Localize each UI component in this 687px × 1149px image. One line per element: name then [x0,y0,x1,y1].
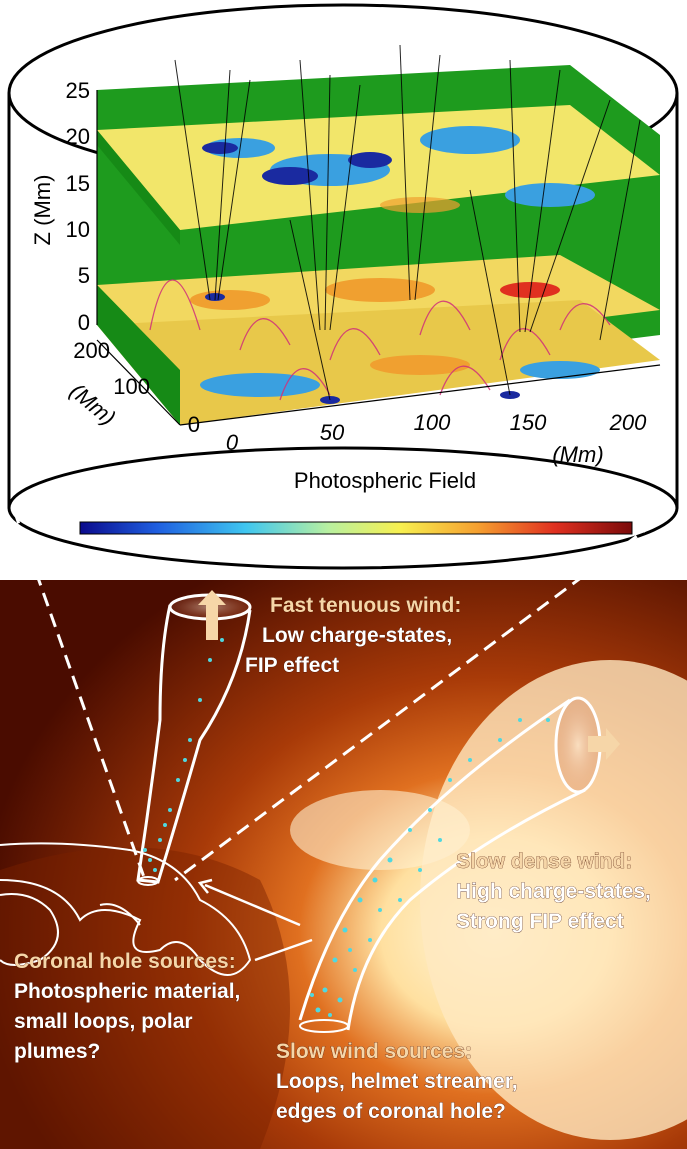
particle-dots [143,638,550,1017]
colorbar: Photospheric Field [79,468,633,535]
z-tick: 25 [66,78,90,103]
slow-sources-title: Slow wind sources: [276,1040,472,1063]
zoom-lines [12,508,673,882]
coronal-hole-line: small loops, polar [14,1010,193,1033]
z-tick: 15 [66,171,90,196]
fast-wind-line: Low charge-states, [262,624,452,647]
slow-wind-arrow [588,728,620,760]
x-axis-label: (Mm) [552,442,603,467]
coronal-hole-title: Coronal hole sources: [14,950,236,973]
fast-wind-annotation: Fast tenuous wind: Low charge-states, FI… [245,594,462,678]
fast-wind-line: FIP effect [245,654,339,677]
colorbar-label: Photospheric Field [294,468,476,493]
slow-dense-title: Slow dense wind: [456,850,632,873]
slow-wind-tube [298,696,620,1033]
z-axis: 25 20 15 10 5 0 Z (Mm) [30,78,98,335]
z-tick: 5 [78,263,90,288]
y-tick: 0 [188,412,200,437]
coronal-hole-line: plumes? [14,1040,100,1063]
x-tick: 50 [320,420,345,445]
x-tick: 200 [609,410,647,435]
z-tick: 10 [66,217,90,242]
slow-dense-line: Strong FIP effect [456,910,624,933]
slow-sources-line: edges of coronal hole? [276,1100,506,1123]
fast-wind-title: Fast tenuous wind: [270,594,461,617]
y-axis-label: (Mm) [65,378,120,430]
fast-wind-arrow [198,590,226,640]
x-tick: 150 [510,410,547,435]
slow-dense-line: High charge-states, [456,880,651,903]
coronal-hole-contours [0,842,252,976]
coronal-hole-line: Photospheric material, [14,980,240,1003]
pointer-arrows [197,878,313,962]
z-tick: 0 [78,310,90,335]
x-tick: 0 [226,430,239,455]
y-tick: 100 [113,374,150,399]
slow-sources-line: Loops, helmet streamer, [276,1070,518,1093]
coronal-hole-annotation: Coronal hole sources: Photospheric mater… [14,950,241,1064]
z-axis-label: Z (Mm) [30,175,55,246]
z-tick: 20 [66,124,90,149]
slow-dense-annotation: Slow dense wind: High charge-states, Str… [456,850,651,934]
field-box [97,44,660,425]
corona-image [0,580,687,1149]
y-tick: 200 [73,338,110,363]
x-axis: 0 50 100 150 200 (Mm) [179,364,661,467]
slow-sources-annotation: Slow wind sources: Loops, helmet streame… [276,1040,518,1124]
x-tick: 100 [414,410,451,435]
fast-wind-funnel [136,590,252,886]
